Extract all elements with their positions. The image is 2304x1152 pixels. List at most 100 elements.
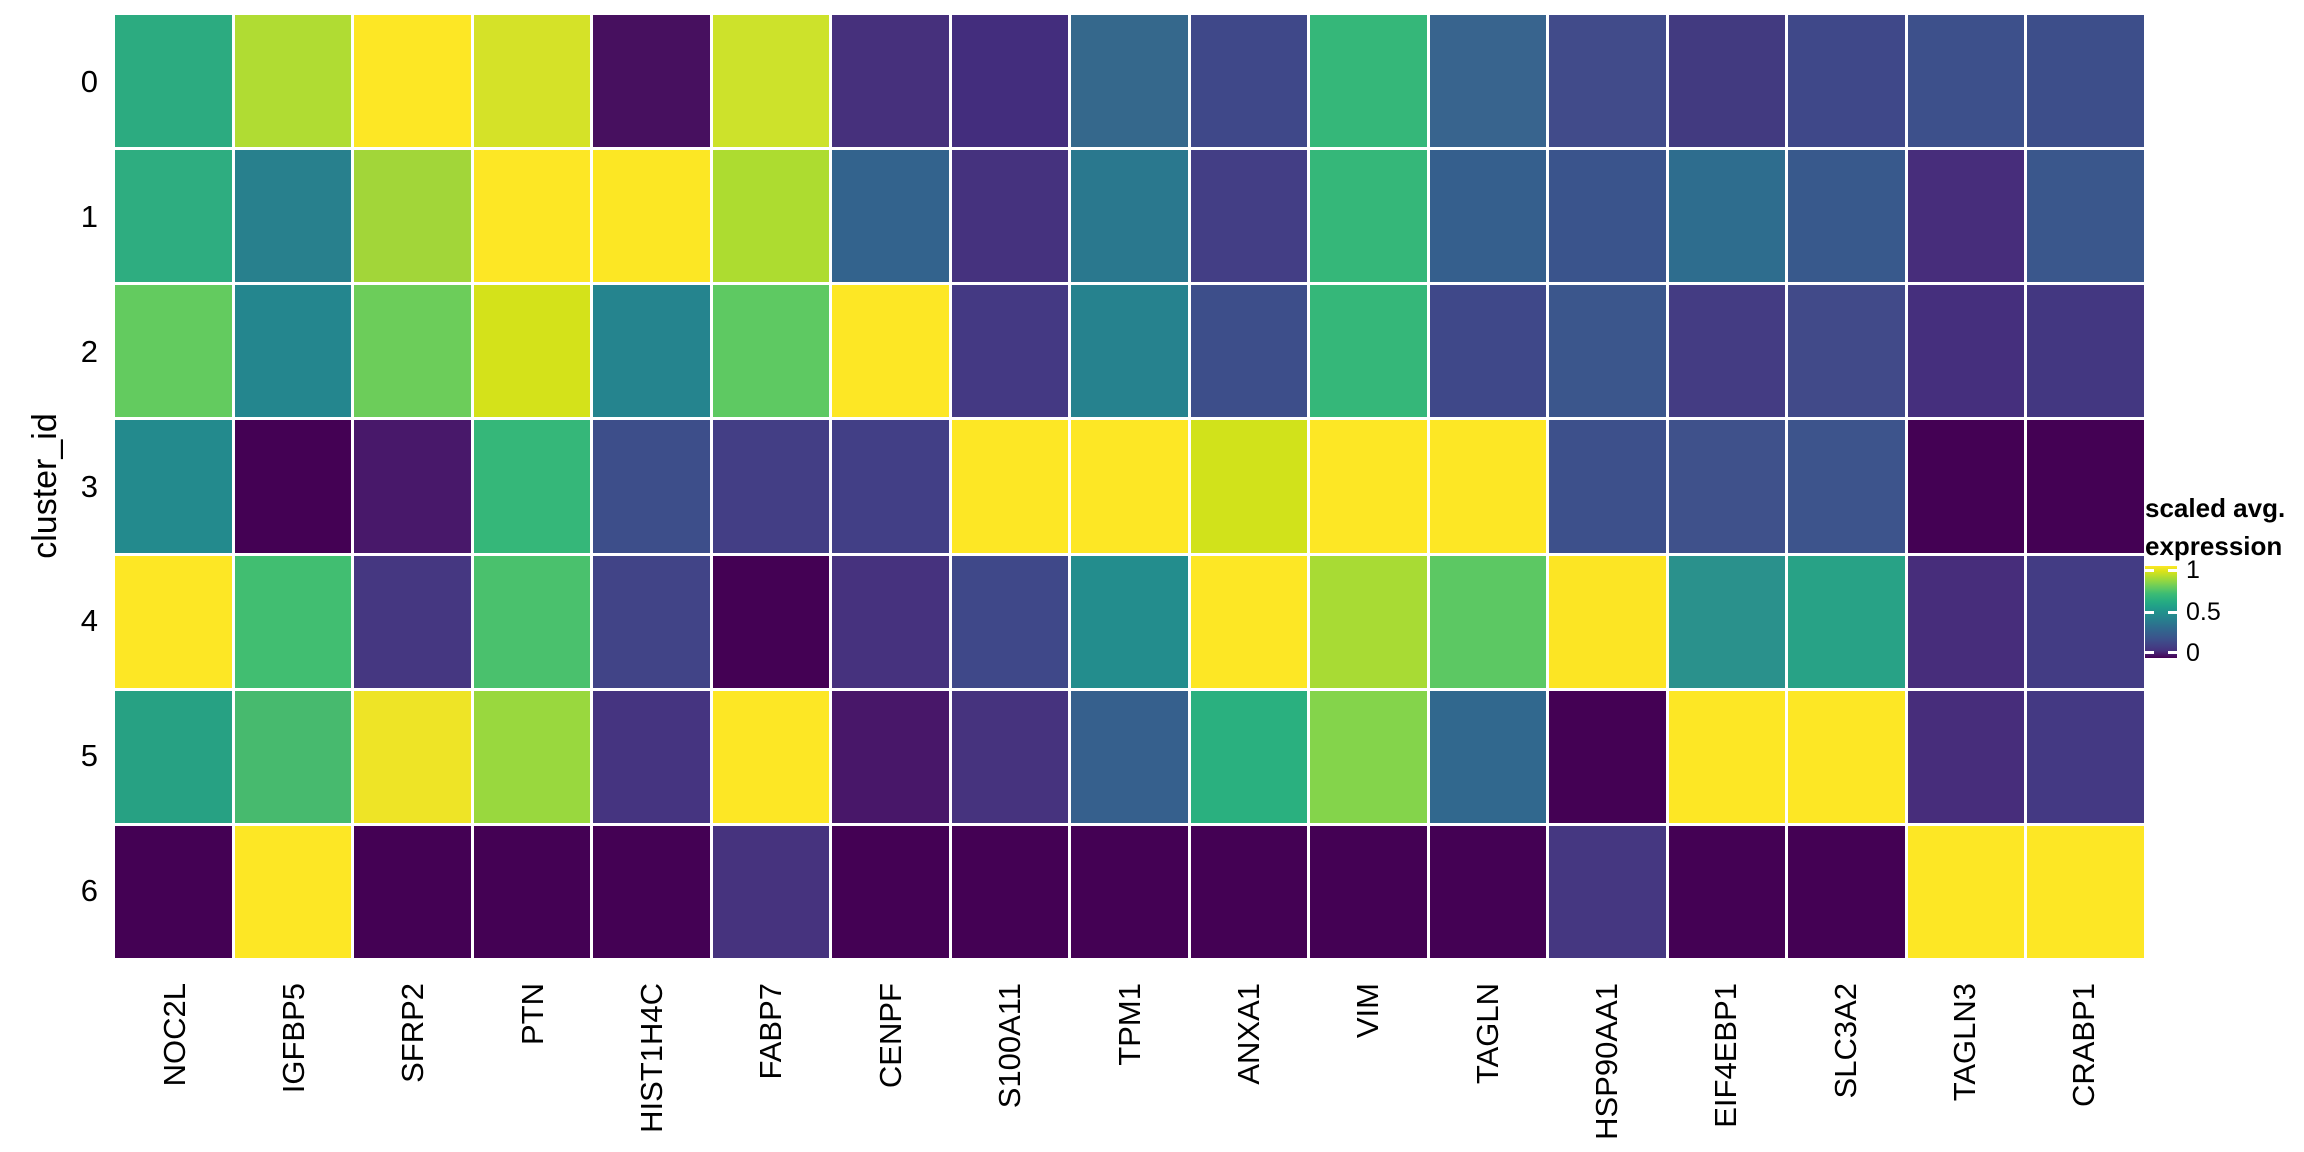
heatmap-cell-0-VIM — [1310, 15, 1427, 148]
heatmap-cell-3-SFRP2 — [354, 420, 471, 553]
heatmap-cell-3-SLC3A2 — [1788, 420, 1905, 553]
y-tick-label-1: 1 — [80, 199, 98, 235]
heatmap-cell-6-VIM — [1310, 825, 1427, 958]
x-tick-label-TPM1: TPM1 — [1111, 983, 1147, 1066]
heatmap-cell-0-ANXA1 — [1190, 15, 1308, 148]
x-tick-label-PTN: PTN — [514, 983, 550, 1045]
heatmap-cell-2-SFRP2 — [354, 285, 471, 418]
heatmap-cell-6-ANXA1 — [1190, 825, 1308, 958]
heatmap-cell-0-TAGLN — [1429, 15, 1547, 148]
heatmap-cell-1-EIF4EBP1 — [1668, 150, 1786, 283]
heatmap-cell-0-TPM1 — [1071, 15, 1188, 148]
heatmap-cell-2-PTN — [473, 285, 591, 418]
heatmap-cell-0-CRABP1 — [2027, 15, 2144, 148]
heatmap-cell-5-ANXA1 — [1190, 690, 1308, 823]
heatmap-cell-4-CRABP1 — [2027, 555, 2144, 688]
heatmap-cell-3-FABP7 — [712, 420, 830, 553]
heatmap-cell-2-S100A11 — [951, 285, 1069, 418]
heatmap-cell-2-HIST1H4C — [593, 285, 710, 418]
heatmap-cell-6-S100A11 — [951, 825, 1069, 958]
legend-title-line1: scaled avg. — [2145, 493, 2286, 523]
heatmap-cell-4-PTN — [473, 555, 591, 688]
heatmap-cell-3-S100A11 — [951, 420, 1069, 553]
heatmap-cell-6-TPM1 — [1071, 825, 1188, 958]
legend-tick-label-0.5: 0.5 — [2186, 598, 2221, 626]
heatmap-cell-4-NOC2L — [115, 555, 232, 688]
heatmap-cell-4-CENPF — [832, 555, 949, 688]
heatmap-cell-0-HIST1H4C — [593, 15, 710, 148]
heatmap-cell-4-TPM1 — [1071, 555, 1188, 688]
heatmap-cell-3-CRABP1 — [2027, 420, 2144, 553]
x-tick-label-FABP7: FABP7 — [753, 983, 789, 1080]
heatmap-cell-4-TAGLN3 — [1907, 555, 2025, 688]
heatmap-cell-6-EIF4EBP1 — [1668, 825, 1786, 958]
y-tick-label-3: 3 — [80, 468, 98, 504]
heatmap-cell-1-IGFBP5 — [234, 150, 352, 283]
x-tick-label-VIM: VIM — [1350, 983, 1386, 1039]
x-tick-label-HIST1H4C: HIST1H4C — [634, 983, 670, 1133]
heatmap-cell-0-NOC2L — [115, 15, 232, 148]
heatmap-cell-0-FABP7 — [712, 15, 830, 148]
x-tick-label-HSP90AA1: HSP90AA1 — [1588, 983, 1624, 1140]
heatmap-cell-0-CENPF — [832, 15, 949, 148]
heatmap-cell-6-NOC2L — [115, 825, 232, 958]
legend-tick-mark — [2145, 610, 2154, 614]
heatmap-grid — [115, 15, 2144, 958]
heatmap-cell-5-SLC3A2 — [1788, 690, 1905, 823]
heatmap-cell-0-EIF4EBP1 — [1668, 15, 1786, 148]
heatmap-cell-0-PTN — [473, 15, 591, 148]
heatmap-cell-5-CRABP1 — [2027, 690, 2144, 823]
heatmap-cell-6-TAGLN3 — [1907, 825, 2025, 958]
heatmap-cell-1-HIST1H4C — [593, 150, 710, 283]
heatmap-cell-5-TAGLN — [1429, 690, 1547, 823]
heatmap-cell-6-SFRP2 — [354, 825, 471, 958]
heatmap-cell-1-VIM — [1310, 150, 1427, 283]
heatmap-cell-6-TAGLN — [1429, 825, 1547, 958]
heatmap-cell-6-PTN — [473, 825, 591, 958]
x-tick-label-EIF4EBP1: EIF4EBP1 — [1708, 983, 1744, 1128]
heatmap-cell-1-ANXA1 — [1190, 150, 1308, 283]
heatmap-cell-0-HSP90AA1 — [1549, 15, 1666, 148]
legend-tick-mark — [2168, 610, 2177, 614]
legend-tick-label-0: 0 — [2186, 638, 2200, 667]
heatmap-cell-3-TPM1 — [1071, 420, 1188, 553]
heatmap-cell-1-NOC2L — [115, 150, 232, 283]
x-tick-label-NOC2L: NOC2L — [156, 983, 192, 1087]
legend-title-line2: expression — [2145, 531, 2283, 561]
heatmap-cell-0-S100A11 — [951, 15, 1069, 148]
heatmap-cell-5-TAGLN3 — [1907, 690, 2025, 823]
legend-tick-mark — [2168, 651, 2177, 655]
heatmap-cell-4-SLC3A2 — [1788, 555, 1905, 688]
heatmap-cell-1-CRABP1 — [2027, 150, 2144, 283]
y-tick-label-0: 0 — [80, 64, 98, 100]
heatmap-cell-3-IGFBP5 — [234, 420, 352, 553]
y-tick-label-4: 4 — [80, 603, 98, 639]
legend-tick-mark — [2168, 568, 2177, 572]
heatmap-cell-5-EIF4EBP1 — [1668, 690, 1786, 823]
heatmap-cell-1-FABP7 — [712, 150, 830, 283]
heatmap-cell-4-EIF4EBP1 — [1668, 555, 1786, 688]
heatmap-cell-5-PTN — [473, 690, 591, 823]
heatmap-cell-3-ANXA1 — [1190, 420, 1308, 553]
heatmap-cell-5-NOC2L — [115, 690, 232, 823]
heatmap-cell-6-FABP7 — [712, 825, 830, 958]
y-tick-label-2: 2 — [80, 333, 98, 369]
heatmap-cell-3-VIM — [1310, 420, 1427, 553]
heatmap-cell-3-TAGLN — [1429, 420, 1547, 553]
heatmap-cell-6-CRABP1 — [2027, 825, 2144, 958]
heatmap-cell-5-CENPF — [832, 690, 949, 823]
heatmap-cell-5-FABP7 — [712, 690, 830, 823]
heatmap-cell-1-PTN — [473, 150, 591, 283]
heatmap-cell-4-IGFBP5 — [234, 555, 352, 688]
legend-tick-mark — [2145, 568, 2154, 572]
heatmap-cell-3-HIST1H4C — [593, 420, 710, 553]
heatmap-cell-5-HIST1H4C — [593, 690, 710, 823]
x-tick-label-CENPF: CENPF — [872, 983, 908, 1089]
heatmap-cell-5-VIM — [1310, 690, 1427, 823]
x-tick-label-S100A11: S100A11 — [992, 983, 1028, 1109]
heatmap-cell-0-IGFBP5 — [234, 15, 352, 148]
x-tick-label-SLC3A2: SLC3A2 — [1827, 983, 1863, 1099]
legend-title: scaled avg. expression — [2145, 489, 2285, 565]
heatmap-cell-2-VIM — [1310, 285, 1427, 418]
heatmap-cell-0-SFRP2 — [354, 15, 471, 148]
